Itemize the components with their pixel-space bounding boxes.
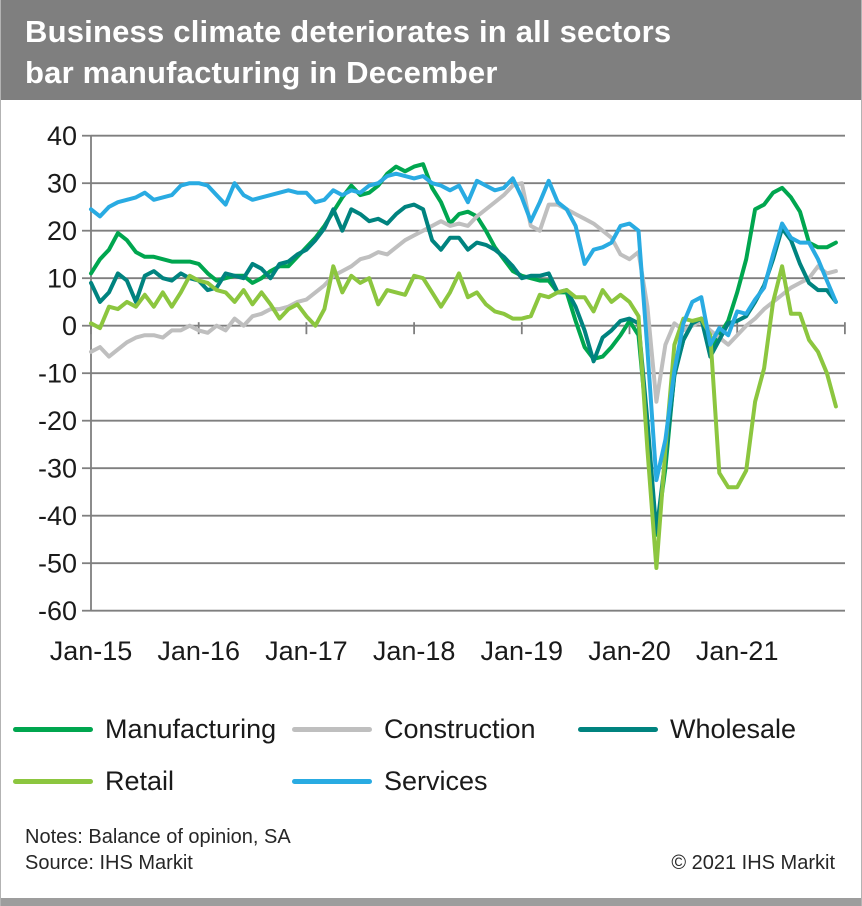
source-text: Source: IHS Markit bbox=[25, 852, 193, 874]
y-axis-label: 30 bbox=[47, 169, 77, 199]
legend-item-construction: Construction bbox=[292, 712, 536, 746]
page-title-line-1: Business climate deteriorates in all sec… bbox=[25, 14, 672, 49]
notes-text: Notes: Balance of opinion, SA bbox=[25, 826, 291, 848]
y-axis-label: 10 bbox=[47, 264, 77, 294]
x-axis-label: Jan-19 bbox=[481, 636, 564, 666]
legend-label-services: Services bbox=[384, 765, 488, 796]
y-axis-label: -10 bbox=[38, 359, 77, 389]
legend-label-construction: Construction bbox=[384, 713, 536, 744]
legend-item-services: Services bbox=[292, 764, 488, 798]
y-axis-label: -40 bbox=[38, 501, 77, 531]
legend-item-wholesale: Wholesale bbox=[578, 712, 796, 746]
legend-swatch-construction bbox=[292, 726, 372, 732]
y-axis-label: -30 bbox=[38, 454, 77, 484]
y-axis-label: 20 bbox=[47, 216, 77, 246]
x-axis-label: Jan-15 bbox=[50, 636, 133, 666]
bottom-border-strip bbox=[1, 898, 861, 906]
legend-swatch-retail bbox=[13, 778, 93, 784]
legend-item-manufacturing: Manufacturing bbox=[13, 712, 276, 746]
legend-swatch-services bbox=[292, 778, 372, 784]
x-axis-label: Jan-21 bbox=[696, 636, 779, 666]
y-axis-label: 40 bbox=[47, 121, 77, 151]
x-axis-label: Jan-16 bbox=[157, 636, 240, 666]
y-axis-label: -50 bbox=[38, 549, 77, 579]
x-axis-label: Jan-17 bbox=[265, 636, 348, 666]
y-axis-label: -60 bbox=[38, 596, 77, 626]
series-line-retail bbox=[89, 264, 838, 570]
legend-swatch-wholesale bbox=[578, 726, 658, 732]
copyright-text: © 2021 IHS Markit bbox=[671, 852, 835, 874]
x-axis-label: Jan-20 bbox=[588, 636, 671, 666]
title-bar: Business climate deteriorates in all sec… bbox=[1, 0, 861, 100]
page-title-line-2: bar manufacturing in December bbox=[25, 55, 498, 90]
x-axis-label: Jan-18 bbox=[373, 636, 456, 666]
y-axis-label: 0 bbox=[62, 311, 77, 341]
y-axis-label: -20 bbox=[38, 406, 77, 436]
legend-label-wholesale: Wholesale bbox=[670, 713, 797, 744]
legend-label-manufacturing: Manufacturing bbox=[105, 713, 277, 744]
legend-label-retail: Retail bbox=[105, 765, 175, 796]
legend-item-retail: Retail bbox=[13, 764, 174, 798]
legend-swatch-manufacturing bbox=[13, 726, 93, 732]
series-line-construction bbox=[89, 181, 838, 404]
series-line-services bbox=[89, 171, 838, 483]
